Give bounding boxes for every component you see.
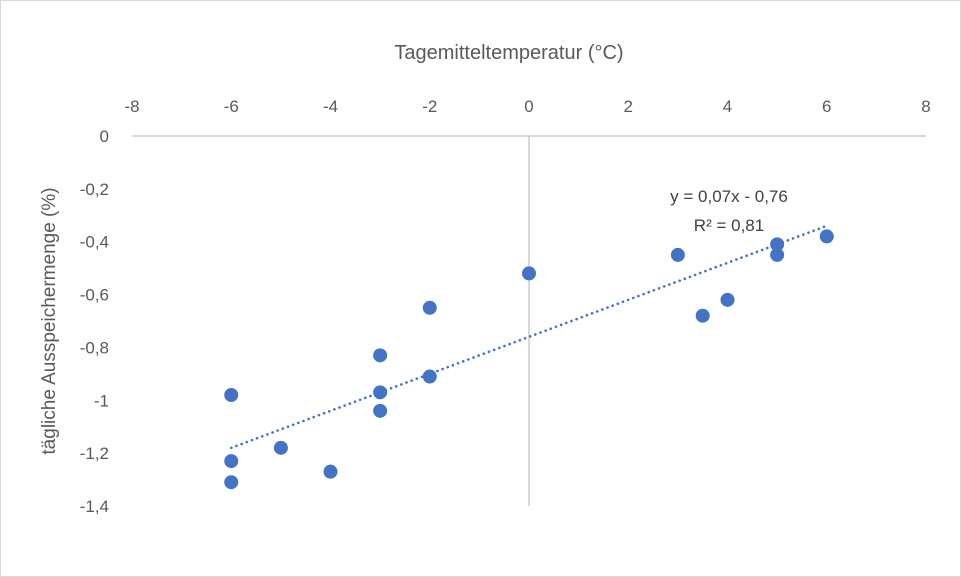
trendline-equation: y = 0,07x - 0,76 [670, 187, 788, 206]
data-points [224, 229, 834, 490]
data-point [373, 385, 388, 400]
x-tick-label: 6 [822, 97, 831, 116]
data-point [273, 440, 288, 455]
y-tick-label: 0 [100, 127, 109, 146]
data-point [224, 475, 239, 490]
y-axis-label: tägliche Ausspeichermenge (%) [39, 187, 60, 454]
trendline-r-squared: R² = 0,81 [694, 216, 764, 235]
data-point [323, 464, 338, 479]
data-point [819, 229, 834, 244]
data-point [373, 348, 388, 363]
chart-title: Tagemitteltemperatur (°C) [394, 42, 623, 64]
x-tick-label: 0 [524, 97, 533, 116]
x-tick-label: -2 [422, 97, 437, 116]
y-tick-label: -1,2 [80, 444, 109, 463]
data-point [422, 369, 437, 384]
data-point [522, 266, 536, 281]
data-point [224, 454, 239, 469]
x-tick-label: 4 [723, 97, 732, 116]
trendline-group [229, 224, 829, 450]
y-tick-labels: 0 -0,2 -0,4 -0,6 -0,8 -1 -1,2 -1,4 [80, 127, 109, 516]
data-point [422, 300, 437, 315]
x-tick-label: -8 [124, 97, 139, 116]
data-point [373, 403, 388, 418]
y-tick-label: -0,8 [80, 338, 109, 357]
y-tick-label: -0,2 [80, 180, 109, 199]
trendline [229, 224, 829, 450]
y-tick-label: -1 [94, 391, 109, 410]
y-tick-label: -0,4 [80, 233, 109, 252]
x-tick-label: 8 [921, 97, 930, 116]
data-point [770, 247, 785, 262]
data-point [695, 308, 710, 323]
y-tick-label: -1,4 [80, 497, 109, 516]
x-tick-label: -6 [224, 97, 239, 116]
axes [132, 135, 926, 506]
data-point [670, 247, 685, 262]
y-tick-label: -0,6 [80, 286, 109, 305]
data-point [720, 292, 735, 307]
data-point [770, 237, 785, 252]
x-tick-label: -4 [323, 97, 338, 116]
x-tick-labels: -8 -6 -4 -2 0 2 4 6 8 [124, 97, 930, 116]
data-point [224, 388, 239, 402]
x-tick-label: 2 [624, 97, 633, 116]
